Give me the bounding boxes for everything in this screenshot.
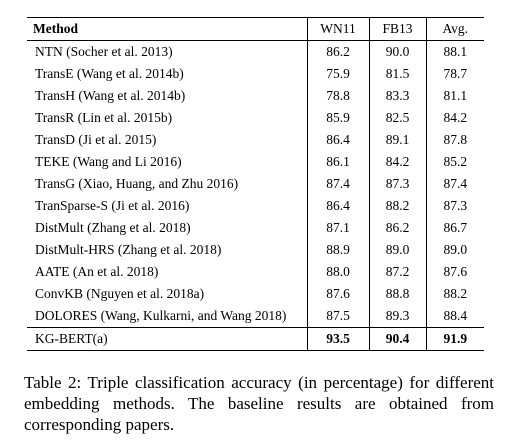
- fb13-cell: 86.2: [369, 217, 427, 239]
- fb13-cell: 87.3: [369, 173, 427, 195]
- fb13-cell: 88.2: [369, 195, 427, 217]
- wn11-cell: 87.6: [307, 283, 370, 305]
- avg-cell: 78.7: [443, 66, 468, 81]
- method-cell: DOLORES (Wang, Kulkarni, and Wang 2018): [27, 305, 308, 328]
- avg-cell: 89.0: [443, 242, 468, 257]
- wn11-cell: 78.8: [307, 85, 370, 107]
- table-row: TransG (Xiao, Huang, and Zhu 2016) 87.4 87…: [27, 173, 484, 195]
- table-row: DOLORES (Wang, Kulkarni, and Wang 2018) 8…: [27, 305, 484, 328]
- avg-cell: 88.1: [443, 44, 468, 59]
- table-row: DistMult (Zhang et al. 2018) 87.1 86.2 86.7: [27, 217, 484, 239]
- table-row: AATE (An et al. 2018) 88.0 87.2 87.6: [27, 261, 484, 283]
- fb13-cell: 81.5: [369, 63, 427, 85]
- method-cell: ConvKB (Nguyen et al. 2018a): [27, 283, 308, 305]
- wn11-cell: 88.9: [307, 239, 370, 261]
- table-row: TransE (Wang et al. 2014b) 75.9 81.5 78.7: [27, 63, 484, 85]
- table-header-row: Method WN11 FB13 Avg.: [27, 17, 484, 41]
- method-cell: TransE (Wang et al. 2014b): [27, 63, 308, 85]
- wn11-cell: 86.4: [307, 195, 370, 217]
- method-cell: TransH (Wang et al. 2014b): [27, 85, 308, 107]
- table-row: TransH (Wang et al. 2014b) 78.8 83.3 81.1: [27, 85, 484, 107]
- wn11-cell: 87.4: [307, 173, 370, 195]
- wn11-cell: 86.1: [307, 151, 370, 173]
- results-table: Method WN11 FB13 Avg. NTN (Socher et al.…: [27, 17, 484, 351]
- method-cell: TranSparse-S (Ji et al. 2016): [27, 195, 308, 217]
- table-row: TEKE (Wang and Li 2016) 86.1 84.2 85.2: [27, 151, 484, 173]
- wn11-cell: 87.1: [307, 217, 370, 239]
- method-cell: TransR (Lin et al. 2015b): [27, 107, 308, 129]
- avg-cell: 84.2: [443, 110, 468, 125]
- table-body: NTN (Socher et al. 2013) 86.2 90.0 88.1 Tran…: [27, 40, 484, 351]
- table-row: NTN (Socher et al. 2013) 86.2 90.0 88.1: [27, 40, 484, 63]
- wn11-cell: 88.0: [307, 261, 370, 283]
- header-avg: Avg.: [442, 21, 469, 36]
- wn11-cell: 93.5: [307, 327, 370, 351]
- table-row: KG-BERT(a) 93.5 90.4 91.9: [27, 327, 484, 351]
- avg-cell: 87.3: [443, 198, 468, 213]
- method-cell: NTN (Socher et al. 2013): [27, 40, 308, 63]
- fb13-cell: 89.1: [369, 129, 427, 151]
- avg-cell: 87.6: [443, 264, 468, 279]
- table-row: DistMult-HRS (Zhang et al. 2018) 88.9 89.0…: [27, 239, 484, 261]
- wn11-cell: 85.9: [307, 107, 370, 129]
- avg-cell: 81.1: [443, 88, 468, 103]
- table-row: ConvKB (Nguyen et al. 2018a) 87.6 88.8 88.2: [27, 283, 484, 305]
- wn11-cell: 86.4: [307, 129, 370, 151]
- table-row: TransR (Lin et al. 2015b) 85.9 82.5 84.2: [27, 107, 484, 129]
- wn11-cell: 75.9: [307, 63, 370, 85]
- fb13-cell: 84.2: [369, 151, 427, 173]
- avg-cell: 86.7: [443, 220, 468, 235]
- fb13-cell: 90.4: [369, 327, 427, 351]
- method-cell: TEKE (Wang and Li 2016): [27, 151, 308, 173]
- method-cell: TransG (Xiao, Huang, and Zhu 2016): [27, 173, 308, 195]
- header-wn11: WN11: [307, 17, 370, 41]
- avg-cell: 88.4: [443, 308, 468, 323]
- method-cell: AATE (An et al. 2018): [27, 261, 308, 283]
- fb13-cell: 83.3: [369, 85, 427, 107]
- table-caption: Table 2: Triple classification accuracy …: [24, 373, 494, 434]
- fb13-cell: 89.0: [369, 239, 427, 261]
- avg-cell: 91.9: [443, 331, 468, 346]
- wn11-cell: 87.5: [307, 305, 370, 328]
- wn11-cell: 86.2: [307, 40, 370, 63]
- fb13-cell: 82.5: [369, 107, 427, 129]
- fb13-cell: 88.8: [369, 283, 427, 305]
- header-fb13: FB13: [369, 17, 427, 41]
- fb13-cell: 90.0: [369, 40, 427, 63]
- fb13-cell: 87.2: [369, 261, 427, 283]
- method-cell: DistMult (Zhang et al. 2018): [27, 217, 308, 239]
- method-cell: DistMult-HRS (Zhang et al. 2018): [27, 239, 308, 261]
- avg-cell: 85.2: [443, 154, 468, 169]
- results-table-container: Method WN11 FB13 Avg. NTN (Socher et al.…: [27, 17, 484, 351]
- header-method: Method: [27, 17, 308, 41]
- method-cell: KG-BERT(a): [27, 327, 308, 351]
- avg-cell: 88.2: [443, 286, 468, 301]
- table-row: TranSparse-S (Ji et al. 2016) 86.4 88.2 87.…: [27, 195, 484, 217]
- method-cell: TransD (Ji et al. 2015): [27, 129, 308, 151]
- avg-cell: 87.8: [443, 132, 468, 147]
- avg-cell: 87.4: [443, 176, 468, 191]
- fb13-cell: 89.3: [369, 305, 427, 328]
- table-row: TransD (Ji et al. 2015) 86.4 89.1 87.8: [27, 129, 484, 151]
